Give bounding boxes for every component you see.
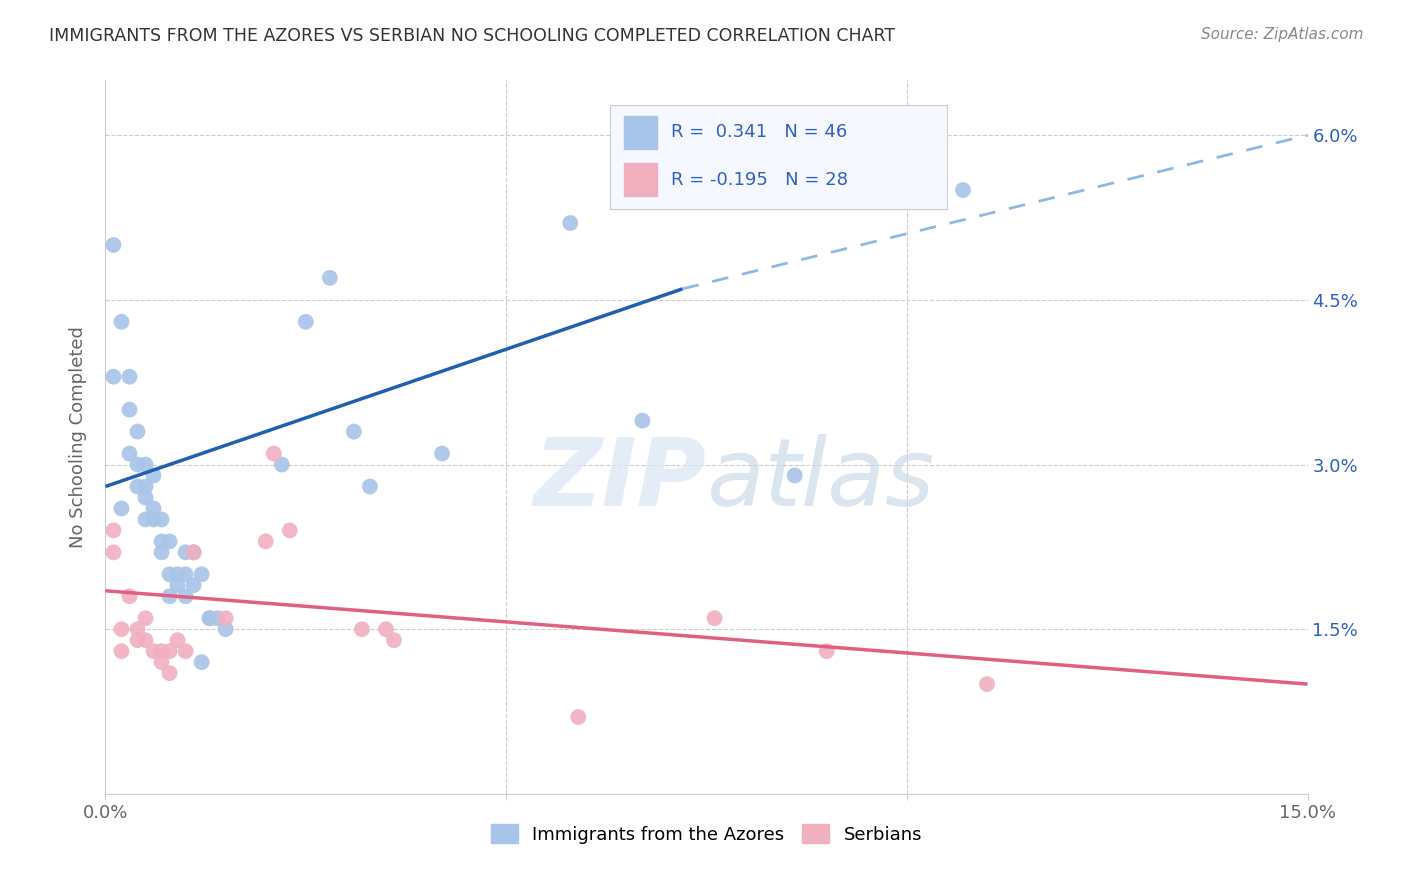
Point [127, 479, 149, 493]
Point [142, 501, 165, 516]
Point [254, 534, 277, 549]
Point [375, 622, 398, 636]
Bar [624, 163, 658, 196]
Point [127, 425, 149, 439]
Point [166, 567, 188, 582]
Point [430, 446, 453, 460]
Point [150, 534, 173, 549]
Legend: Immigrants from the Azores, Serbians: Immigrants from the Azores, Serbians [482, 815, 931, 853]
Point [174, 567, 197, 582]
Point [382, 633, 405, 648]
Point [783, 468, 806, 483]
Point [166, 578, 188, 592]
Point [110, 315, 132, 329]
Point [142, 644, 165, 658]
Point [263, 446, 285, 460]
Point [270, 458, 292, 472]
Point [183, 545, 205, 559]
Point [190, 655, 212, 669]
Point [976, 677, 998, 691]
Point [214, 611, 236, 625]
Point [159, 534, 181, 549]
Text: IMMIGRANTS FROM THE AZORES VS SERBIAN NO SCHOOLING COMPLETED CORRELATION CHART: IMMIGRANTS FROM THE AZORES VS SERBIAN NO… [49, 27, 896, 45]
Point [198, 611, 221, 625]
Point [118, 589, 141, 603]
Point [150, 655, 173, 669]
Point [295, 315, 318, 329]
Point [174, 644, 197, 658]
Text: ZIP: ZIP [534, 434, 707, 526]
Point [159, 567, 181, 582]
Text: R =  0.341   N = 46: R = 0.341 N = 46 [671, 123, 848, 141]
Point [343, 425, 366, 439]
Point [150, 644, 173, 658]
Point [135, 512, 157, 526]
Point [174, 545, 197, 559]
Point [278, 524, 301, 538]
Text: atlas: atlas [707, 434, 935, 525]
Point [127, 633, 149, 648]
Point [190, 567, 212, 582]
Point [142, 512, 165, 526]
Point [359, 479, 381, 493]
Point [135, 458, 157, 472]
Point [103, 238, 125, 252]
Point [150, 512, 173, 526]
Point [214, 622, 236, 636]
Point [631, 414, 654, 428]
Point [207, 611, 229, 625]
Y-axis label: No Schooling Completed: No Schooling Completed [69, 326, 87, 548]
Point [110, 622, 132, 636]
Point [110, 644, 132, 658]
Point [166, 633, 188, 648]
Point [103, 524, 125, 538]
Bar [624, 116, 658, 149]
Point [183, 578, 205, 592]
Point [135, 611, 157, 625]
Point [135, 633, 157, 648]
Point [815, 644, 838, 658]
Point [319, 271, 342, 285]
Point [567, 710, 589, 724]
Point [110, 501, 132, 516]
Point [952, 183, 974, 197]
Point [198, 611, 221, 625]
Text: R = -0.195   N = 28: R = -0.195 N = 28 [671, 170, 848, 189]
Point [135, 479, 157, 493]
Point [159, 589, 181, 603]
Point [150, 545, 173, 559]
Point [127, 622, 149, 636]
Point [142, 468, 165, 483]
Point [118, 369, 141, 384]
Point [350, 622, 373, 636]
Point [127, 458, 149, 472]
Point [183, 545, 205, 559]
Point [103, 369, 125, 384]
Point [118, 402, 141, 417]
Point [159, 666, 181, 681]
Point [560, 216, 582, 230]
Text: Source: ZipAtlas.com: Source: ZipAtlas.com [1201, 27, 1364, 42]
Point [159, 644, 181, 658]
Point [703, 611, 725, 625]
Point [174, 589, 197, 603]
Point [103, 545, 125, 559]
Point [118, 446, 141, 460]
Point [135, 491, 157, 505]
